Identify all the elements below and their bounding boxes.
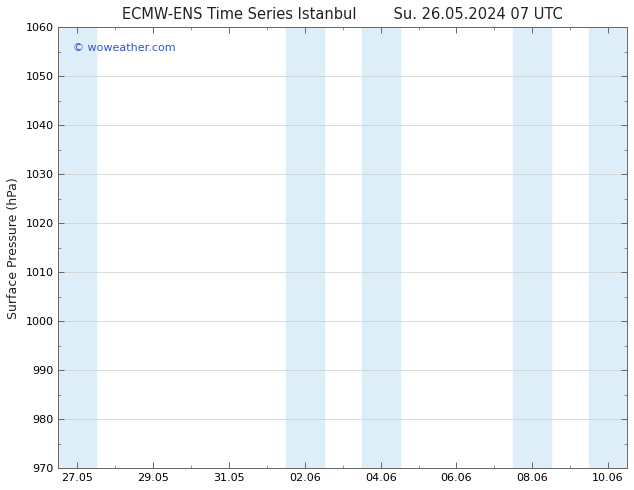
Bar [589, 27, 627, 468]
Bar [58, 27, 96, 468]
Bar [286, 27, 324, 468]
Text: © woweather.com: © woweather.com [73, 43, 176, 53]
Title: ECMW-ENS Time Series Istanbul        Su. 26.05.2024 07 UTC: ECMW-ENS Time Series Istanbul Su. 26.05.… [122, 7, 563, 22]
Bar [514, 27, 551, 468]
Bar [362, 27, 399, 468]
Y-axis label: Surface Pressure (hPa): Surface Pressure (hPa) [7, 177, 20, 318]
